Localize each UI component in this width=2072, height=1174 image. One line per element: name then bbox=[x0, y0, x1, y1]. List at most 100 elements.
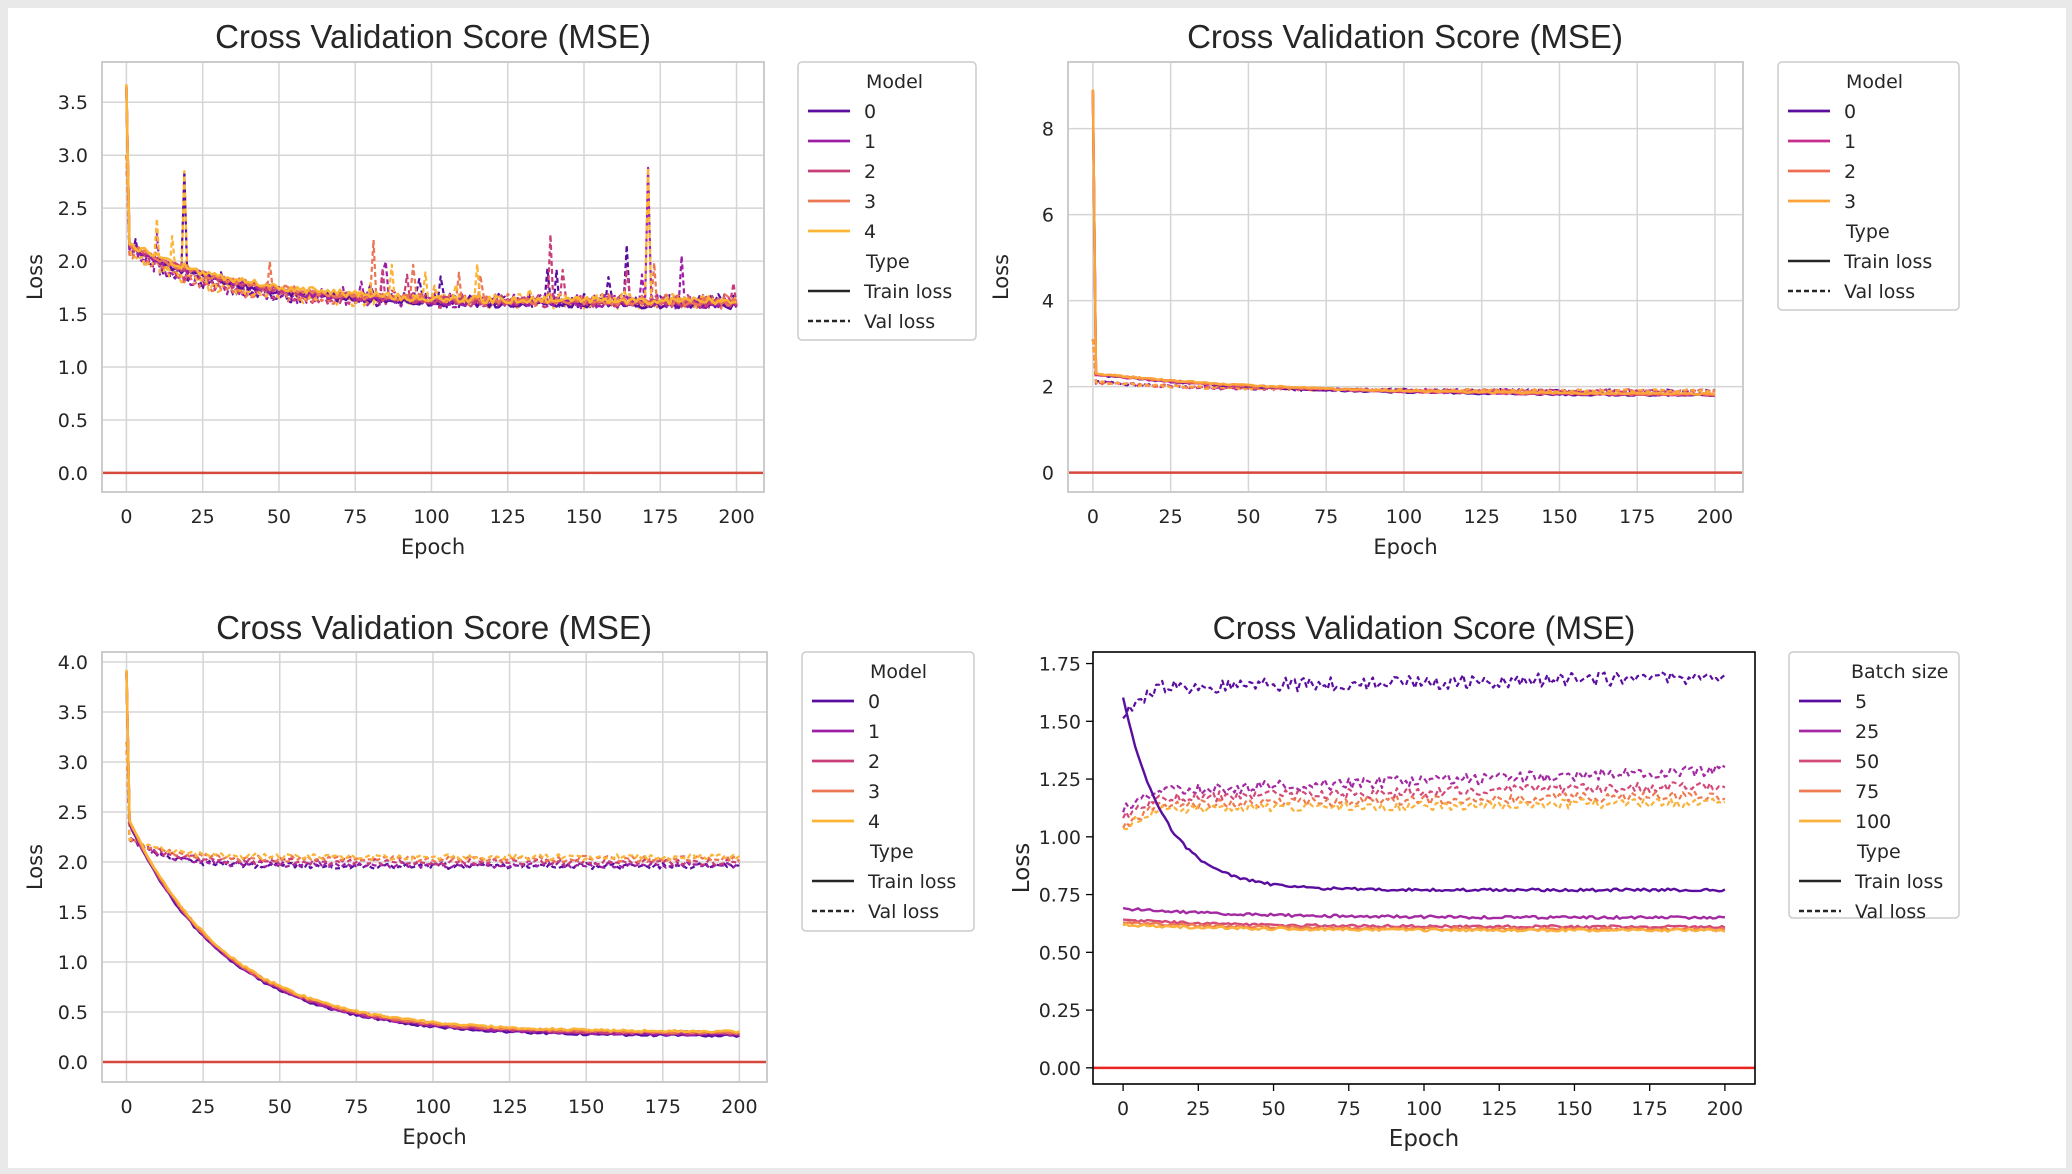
y-tick-label: 3.0 bbox=[58, 752, 88, 774]
legend-entry-25: 25 bbox=[1855, 721, 1879, 743]
plot-frame bbox=[101, 651, 768, 1083]
y-tick-label: 1.50 bbox=[1039, 711, 1081, 733]
x-tick-label: 175 bbox=[1632, 1098, 1668, 1120]
x-tick-label: 25 bbox=[191, 1096, 215, 1118]
legend-style-entry: Train loss bbox=[867, 871, 956, 893]
train-loss-line-50 bbox=[1122, 918, 1726, 930]
x-tick-label: 75 bbox=[344, 1096, 368, 1118]
y-tick-label: 4.0 bbox=[58, 652, 88, 674]
legend-entry-50: 50 bbox=[1855, 751, 1879, 773]
legend-entry-3: 3 bbox=[868, 781, 880, 803]
train-loss-line-4 bbox=[125, 84, 737, 306]
x-tick-label: 100 bbox=[415, 1096, 451, 1118]
y-tick-label: 0.75 bbox=[1039, 885, 1081, 907]
x-tick-label: 25 bbox=[191, 506, 215, 528]
plot-frame bbox=[101, 61, 765, 493]
x-tick-label: 125 bbox=[1464, 506, 1500, 528]
y-tick-label: 1.00 bbox=[1039, 827, 1081, 849]
val-loss-line-3 bbox=[1091, 339, 1716, 394]
legend-style-title: Type bbox=[869, 841, 914, 863]
x-tick-label: 125 bbox=[1481, 1098, 1517, 1120]
y-tick-label: 0.0 bbox=[58, 1052, 88, 1074]
y-tick-label: 2.0 bbox=[58, 251, 88, 273]
y-tick-label: 1.75 bbox=[1039, 654, 1081, 676]
x-tick-label: 200 bbox=[1707, 1098, 1743, 1120]
y-tick-label: 3.5 bbox=[58, 702, 88, 724]
legend-box bbox=[1777, 61, 1960, 311]
legend-entry-3: 3 bbox=[1844, 191, 1856, 213]
val-loss-line-5 bbox=[1122, 671, 1726, 720]
y-tick-label: 4 bbox=[1042, 291, 1054, 313]
x-tick-label: 25 bbox=[1159, 506, 1183, 528]
x-tick-label: 75 bbox=[1337, 1098, 1361, 1120]
val-loss-line-3 bbox=[125, 741, 741, 864]
legend: Batch size 5 25 50 75 100 Type Train loss Val lo… bbox=[1788, 651, 1960, 923]
x-tick-label: 75 bbox=[343, 506, 367, 528]
x-tick-label: 0 bbox=[120, 506, 132, 528]
legend-style-entry: Val loss bbox=[1844, 281, 1915, 303]
y-tick-label: 1.0 bbox=[58, 357, 88, 379]
x-tick-label: 175 bbox=[1619, 506, 1655, 528]
legend-hue-title: Model bbox=[866, 71, 923, 93]
y-tick-label: 0 bbox=[1042, 463, 1054, 485]
y-axis-label: Loss bbox=[1009, 843, 1035, 893]
x-tick-label: 175 bbox=[645, 1096, 681, 1118]
chart-title: Cross Validation Score (MSE) bbox=[1187, 18, 1623, 55]
y-tick-label: 1.5 bbox=[58, 304, 88, 326]
train-loss-line-3 bbox=[1091, 89, 1716, 396]
legend-entry-100: 100 bbox=[1855, 811, 1891, 833]
legend-box bbox=[801, 651, 975, 932]
legend-style-entry: Train loss bbox=[863, 281, 952, 303]
x-tick-label: 0 bbox=[1087, 506, 1099, 528]
y-tick-label: 0.0 bbox=[58, 463, 88, 485]
val-loss-line-1 bbox=[125, 741, 740, 869]
chart-title: Cross Validation Score (MSE) bbox=[1213, 610, 1636, 646]
chart-4: 0 25 50 75 100 125 150 175 200 0.00 0.25 0.50 0.75 1.… bbox=[1009, 610, 1960, 1152]
x-tick-label: 25 bbox=[1186, 1098, 1210, 1120]
y-tick-label: 8 bbox=[1042, 119, 1054, 141]
legend-entry-2: 2 bbox=[864, 161, 876, 183]
val-loss-line-4 bbox=[125, 741, 741, 862]
val-loss-line-25 bbox=[1122, 764, 1726, 813]
y-axis-label: Loss bbox=[23, 254, 47, 300]
x-tick-label: 150 bbox=[566, 506, 602, 528]
legend-entry-2: 2 bbox=[1844, 161, 1856, 183]
legend-style-entry: Val loss bbox=[868, 901, 939, 923]
train-loss-line-5 bbox=[1121, 697, 1726, 893]
x-tick-label: 175 bbox=[642, 506, 678, 528]
chart-3: 0 25 50 75 100 125 150 175 200 0.0 0.5 1.0 1.5 2.0 2.5… bbox=[23, 609, 975, 1149]
y-axis-label: Loss bbox=[989, 254, 1013, 300]
plot-frame bbox=[1067, 61, 1744, 493]
legend-entry-3: 3 bbox=[864, 191, 876, 213]
y-tick-label: 2.0 bbox=[58, 852, 88, 874]
train-loss-line-4 bbox=[125, 669, 740, 1034]
val-loss-line-2 bbox=[125, 741, 741, 867]
y-tick-label: 0.00 bbox=[1039, 1058, 1081, 1080]
legend-entry-4: 4 bbox=[868, 811, 880, 833]
x-axis-label: Epoch bbox=[1373, 535, 1437, 559]
y-tick-label: 3.0 bbox=[58, 145, 88, 167]
x-axis-label: Epoch bbox=[402, 1125, 466, 1149]
train-loss-line-100 bbox=[1122, 922, 1726, 933]
x-tick-label: 100 bbox=[1406, 1098, 1442, 1120]
y-tick-label: 2.5 bbox=[58, 802, 88, 824]
legend-entry-1: 1 bbox=[1844, 131, 1856, 153]
y-tick-label: 6 bbox=[1042, 205, 1054, 227]
train-loss-line-25 bbox=[1122, 906, 1725, 920]
x-tick-label: 125 bbox=[490, 506, 526, 528]
legend-style-title: Type bbox=[1856, 841, 1901, 863]
x-tick-label: 125 bbox=[491, 1096, 527, 1118]
legend-style-entry: Val loss bbox=[1855, 901, 1926, 923]
legend-entry-75: 75 bbox=[1855, 781, 1879, 803]
x-axis-label: Epoch bbox=[401, 535, 465, 559]
legend: Model 0 1 2 3 4 Type Train loss Val loss bbox=[797, 61, 977, 341]
legend-style-title: Type bbox=[865, 251, 910, 273]
x-tick-label: 50 bbox=[1261, 1098, 1285, 1120]
legend-box bbox=[797, 61, 977, 341]
legend-style-entry: Val loss bbox=[864, 311, 935, 333]
x-tick-label: 200 bbox=[1697, 506, 1733, 528]
legend: Model 0 1 2 3 Type Train loss Val loss bbox=[1777, 61, 1960, 311]
legend-entry-0: 0 bbox=[1844, 101, 1856, 123]
legend-hue-title: Batch size bbox=[1851, 661, 1949, 683]
